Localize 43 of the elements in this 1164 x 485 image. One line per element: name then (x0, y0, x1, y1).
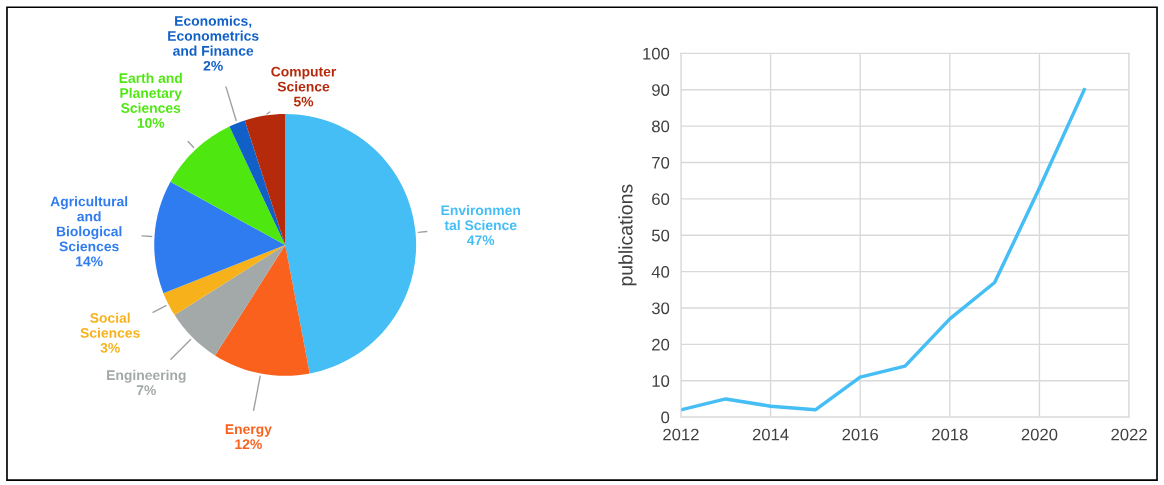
pie-slice (285, 113, 417, 374)
slice-label: Earth and Planetary Sciences (119, 72, 182, 113)
y-tick-label: 60 (652, 193, 670, 206)
y-tick-label: 80 (652, 120, 670, 133)
y-tick-label: 30 (651, 302, 670, 315)
data-label: 12% (235, 439, 262, 450)
pie-slice (244, 113, 286, 245)
slice-label: Environmen tal Science (441, 205, 521, 231)
slice-label: Computer Science (271, 66, 337, 92)
data-label: 14% (76, 256, 103, 267)
pie-slice (174, 244, 286, 356)
data-label: 2% (203, 60, 223, 71)
data-label: 47% (467, 235, 495, 246)
pie-slice (154, 181, 286, 294)
slice-label: Social Sciences (80, 312, 140, 338)
y-tick-label: 40 (651, 266, 670, 278)
y-tick-label: 70 (652, 156, 670, 169)
x-tick-label: 2018 (932, 428, 968, 441)
pie-slice (170, 126, 286, 245)
x-tick-label: 2014 (752, 428, 789, 441)
pie-slice (229, 120, 286, 245)
pie-slice (215, 244, 310, 376)
x-tick-label: 2022 (1111, 428, 1147, 441)
y-tick-label: 10 (652, 375, 670, 387)
data-label: 7% (136, 385, 156, 396)
data-label: 10% (137, 118, 165, 128)
y-tick-label: 100 (643, 47, 670, 60)
slice-label: Economics, Econometrics and Finance (168, 15, 259, 56)
data-label: 3% (100, 342, 120, 353)
slice-label: Agricultural and Biological Sciences (50, 196, 128, 252)
x-tick-label: 2012 (663, 428, 699, 441)
data-label: 5% (293, 96, 314, 107)
y-tick-label: 50 (651, 229, 670, 242)
y-tick-label: 20 (652, 338, 670, 351)
y-tick-label: 90 (652, 84, 670, 96)
slice-label: Energy (225, 424, 272, 437)
line-series (680, 87, 1087, 412)
slice-label: Engineering (107, 369, 186, 383)
y-axis-title: publications (618, 184, 637, 286)
pie-slice (163, 244, 286, 316)
x-tick-label: 2020 (1021, 428, 1058, 441)
x-tick-label: 2016 (842, 428, 878, 441)
y-tick-label: 0 (661, 411, 670, 424)
